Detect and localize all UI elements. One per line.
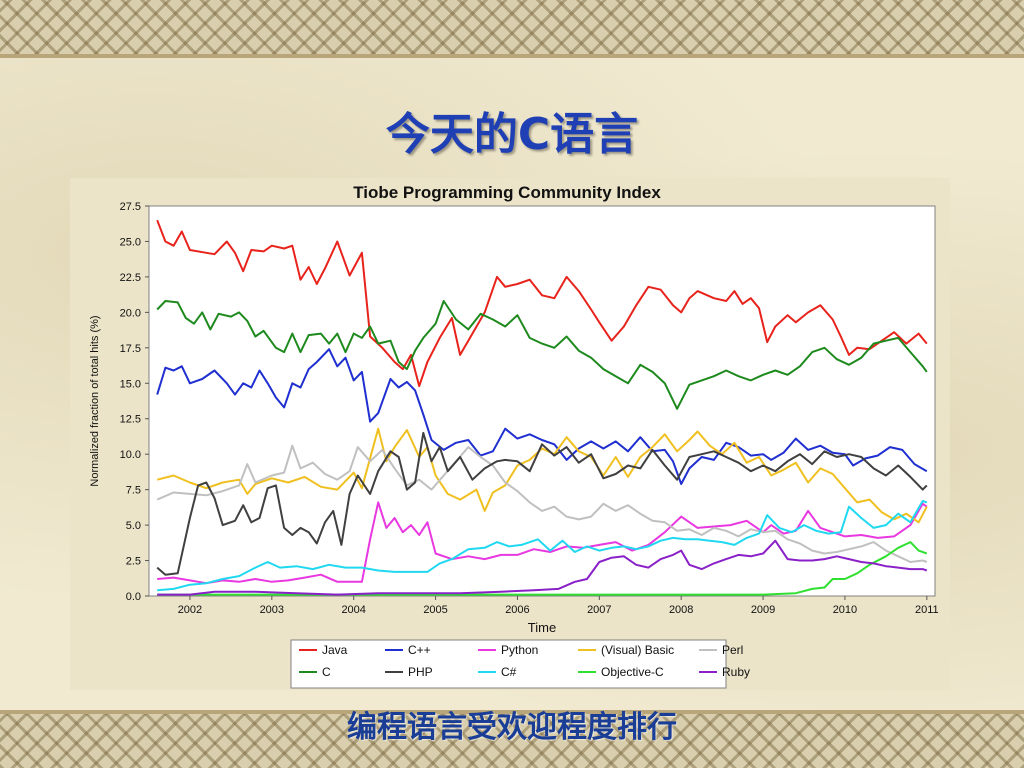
x-tick-label: 2004 (341, 604, 365, 616)
x-tick-label: 2007 (587, 604, 611, 616)
series-line-c (157, 500, 928, 592)
y-tick-label: 15.0 (120, 378, 141, 390)
series-line-php (156, 431, 928, 576)
y-tick-label: 0.0 (126, 591, 141, 603)
chart-panel: Tiobe Programming Community Index 0.0 2.5… (70, 178, 950, 690)
legend-label: C# (501, 665, 517, 679)
y-tick-label: 27.5 (120, 201, 141, 213)
top-decorative-border (0, 0, 1024, 58)
legend-item: C (299, 665, 331, 679)
legend-item: Python (478, 643, 538, 657)
legend-label: Python (501, 643, 538, 657)
series-line-perl (156, 444, 928, 563)
slide-title: 今天的C语言 (385, 109, 639, 160)
slide-caption: 编程语言受欢迎程度排行 (347, 710, 677, 745)
y-tick-label: 10.0 (120, 449, 141, 461)
y-tick-label: 20.0 (120, 307, 141, 319)
y-tick-label: 25.0 (120, 236, 141, 248)
series-line-visual-basic (156, 427, 928, 524)
legend-label: Perl (722, 643, 743, 657)
y-tick-label: 22.5 (120, 272, 141, 284)
y-axis: 0.0 2.5 5.0 7.5 10.0 12.5 15.0 17.5 20.0 22.5 25.0… (120, 201, 149, 603)
x-tick-label: 2003 (260, 604, 284, 616)
series-line-c (156, 300, 928, 410)
legend-label: Objective-C (601, 665, 664, 679)
legend: Java C++ Python (Visual) Basic Perl C PHP C# Obj… (290, 639, 750, 689)
legend-label: (Visual) Basic (601, 643, 674, 657)
x-tick-label: 2005 (423, 604, 447, 616)
series-line-java (156, 219, 928, 388)
series-line-python (157, 501, 928, 585)
series-line-objective-c (157, 541, 928, 596)
legend-label: C (322, 665, 331, 679)
legend-item: C# (478, 665, 517, 679)
legend-item: (Visual) Basic (578, 643, 674, 657)
x-tick-label: 2006 (505, 604, 529, 616)
x-axis: 2002 2003 2004 2005 2006 2007 2008 2009 2010 2011 (178, 596, 939, 616)
x-tick-label: 2010 (833, 604, 857, 616)
series-lines (156, 219, 928, 596)
x-tick-label: 2008 (669, 604, 693, 616)
x-tick-label: 2011 (915, 604, 939, 616)
legend-item: Perl (699, 643, 743, 657)
y-tick-label: 5.0 (126, 520, 141, 532)
series-line-c (156, 348, 928, 485)
legend-item: Java (299, 643, 348, 657)
y-tick-label: 12.5 (120, 414, 141, 426)
legend-box (290, 639, 727, 689)
x-tick-label: 2009 (751, 604, 775, 616)
x-tick-label: 2002 (178, 604, 202, 616)
line-chart: Tiobe Programming Community Index 0.0 2.5… (70, 178, 950, 690)
legend-item: Objective-C (578, 665, 664, 679)
legend-item: C++ (385, 643, 431, 657)
plot-area (148, 205, 936, 597)
chart-title: Tiobe Programming Community Index (353, 183, 661, 202)
y-axis-label: Normalized fraction of total hits (%) (89, 315, 101, 486)
y-tick-label: 7.5 (126, 485, 141, 497)
legend-label: PHP (408, 665, 433, 679)
series-line-ruby (157, 539, 928, 596)
legend-label: Java (322, 643, 348, 657)
y-tick-label: 2.5 (126, 556, 141, 568)
legend-label: Ruby (722, 665, 750, 679)
y-tick-label: 17.5 (120, 343, 141, 355)
legend-item: PHP (385, 665, 433, 679)
legend-label: C++ (408, 643, 431, 657)
legend-item: Ruby (699, 665, 750, 679)
x-axis-label: Time (528, 620, 556, 635)
bottom-decorative-border (0, 710, 1024, 768)
